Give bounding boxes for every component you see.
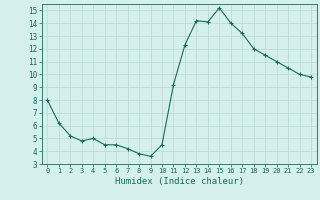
X-axis label: Humidex (Indice chaleur): Humidex (Indice chaleur) bbox=[115, 177, 244, 186]
